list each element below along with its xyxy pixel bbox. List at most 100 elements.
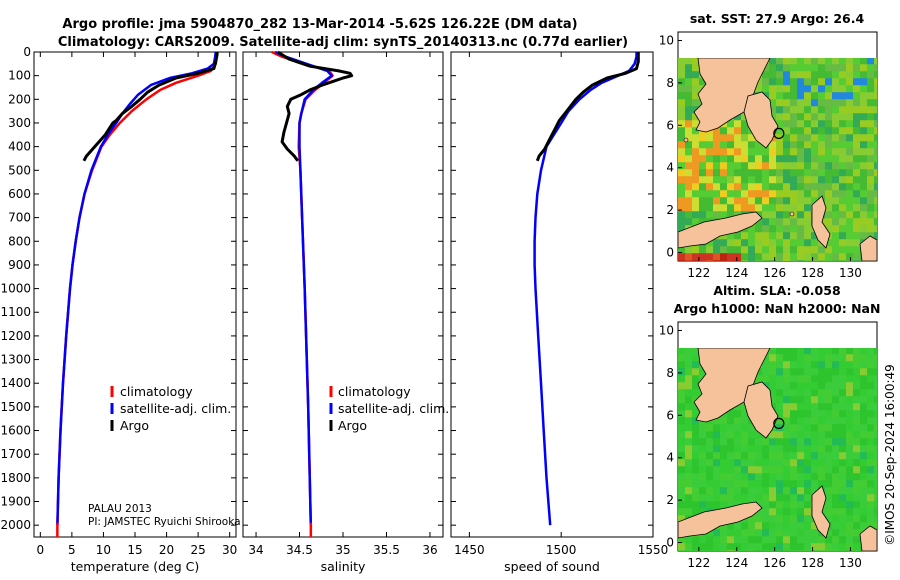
sst-map-cell	[678, 71, 686, 79]
sla-map-cell	[790, 480, 798, 488]
sst-map-cell	[734, 232, 742, 240]
sla-map-cell	[797, 536, 805, 544]
sla-map-cell	[797, 466, 805, 474]
sst-map-cell	[741, 113, 749, 121]
sst-map-cell	[846, 78, 854, 86]
sst-map-cell	[685, 148, 693, 156]
sla-map-cell	[776, 529, 784, 537]
sst-map-cell	[783, 92, 791, 100]
sst-map-cell	[797, 204, 805, 212]
sst-map-cell	[804, 64, 812, 72]
sst-map-cell	[860, 134, 868, 142]
sla-map-cell	[685, 473, 693, 481]
sst-map-cell	[846, 141, 854, 149]
sla-map-cell	[818, 361, 826, 369]
sla-map-xtick-label: 124	[725, 556, 748, 570]
sst-map-cell	[853, 246, 861, 254]
sla-map-cell	[720, 522, 728, 530]
sla-map-cell	[860, 348, 868, 355]
sst-map-cell	[832, 225, 840, 233]
sla-map-cell	[699, 368, 707, 376]
sla-map-cell	[678, 515, 686, 523]
sst-map-cell	[825, 127, 833, 135]
sst-map-cell	[727, 246, 735, 254]
sst-map-cell	[853, 211, 861, 219]
sst-map-cell	[839, 246, 847, 254]
sst-map-cell	[874, 225, 877, 233]
sla-map-cell	[804, 459, 812, 467]
sst-map-cell	[853, 162, 861, 170]
sst-map-cell	[699, 197, 707, 205]
sla-map-cell	[762, 480, 770, 488]
sst-map-cell	[776, 253, 784, 261]
sst-map-cell	[748, 176, 756, 184]
sla-map-cell	[867, 473, 875, 481]
sst-map-cell	[776, 99, 784, 107]
sst-map-cell	[860, 197, 868, 205]
sst-map-cell	[874, 218, 877, 226]
sla-map-cell	[734, 438, 742, 446]
sla-map-cell	[741, 480, 749, 488]
sst-map-cell	[713, 183, 721, 191]
sla-map-cell	[762, 536, 770, 544]
sla-map-ytick-label: 4	[666, 451, 674, 465]
sla-map-cell	[846, 417, 854, 425]
sla-map-cell	[720, 536, 728, 544]
sla-map-cell	[797, 396, 805, 404]
sla-map-cell	[825, 417, 833, 425]
sst-map-cell	[783, 78, 791, 86]
sla-map-cell	[804, 348, 812, 355]
sst-map-cell	[748, 197, 756, 205]
sst-map-cell	[790, 176, 798, 184]
sla-map-cell	[832, 424, 840, 432]
sla-map-cell	[692, 550, 700, 551]
sst-map-cell	[769, 225, 777, 233]
sla-map-cell	[783, 417, 791, 425]
sst-map-cell	[699, 134, 707, 142]
sla-map-cell	[713, 529, 721, 537]
sla-map-cell	[811, 348, 819, 355]
sla-map-cell	[685, 417, 693, 425]
sst-map-cell	[748, 204, 756, 212]
sla-map-cell	[874, 445, 877, 453]
sst-map-cell	[755, 239, 763, 247]
sst-map-cell	[692, 211, 700, 219]
sla-map-cell	[818, 473, 826, 481]
sla-map-cell	[818, 403, 826, 411]
sla-map-cell	[790, 473, 798, 481]
sla-map-cell	[839, 550, 847, 551]
sla-map-cell	[783, 522, 791, 530]
sst-map-cell	[811, 155, 819, 163]
temperature-series-satellite-adj-clim	[56, 51, 218, 526]
sst-map-cell	[769, 204, 777, 212]
sst-map-cell	[720, 141, 728, 149]
sla-map-cell	[776, 508, 784, 516]
sst-map-cell	[818, 134, 826, 142]
sla-map-cell	[755, 431, 763, 439]
sla-map-cell	[741, 459, 749, 467]
sst-map-cell	[811, 134, 819, 142]
sla-map-cell	[720, 466, 728, 474]
sla-map-cell	[797, 348, 805, 355]
sla-map-cell	[811, 543, 819, 551]
sla-map-cell	[748, 459, 756, 467]
sla-map-cell	[853, 354, 861, 362]
sst-map-cell	[874, 169, 877, 177]
sla-map-cell	[776, 459, 784, 467]
sla-map-cell	[783, 431, 791, 439]
sst-islet-1	[683, 137, 689, 143]
sst-map-cell	[867, 141, 875, 149]
sla-map-cell	[692, 452, 700, 460]
sla-map-cell	[832, 403, 840, 411]
sla-map-cell	[790, 529, 798, 537]
sla-map-cell	[769, 348, 777, 355]
sst-map-cell	[818, 113, 826, 121]
sla-map-cell	[776, 382, 784, 390]
sst-map-cell	[741, 197, 749, 205]
sst-map-xtick-label: 128	[801, 266, 824, 280]
sla-map-cell	[797, 431, 805, 439]
sst-map-cell	[860, 155, 868, 163]
sla-map-cell	[839, 410, 847, 418]
sla-map-cell	[762, 487, 770, 495]
sst-map-cell	[699, 78, 707, 86]
